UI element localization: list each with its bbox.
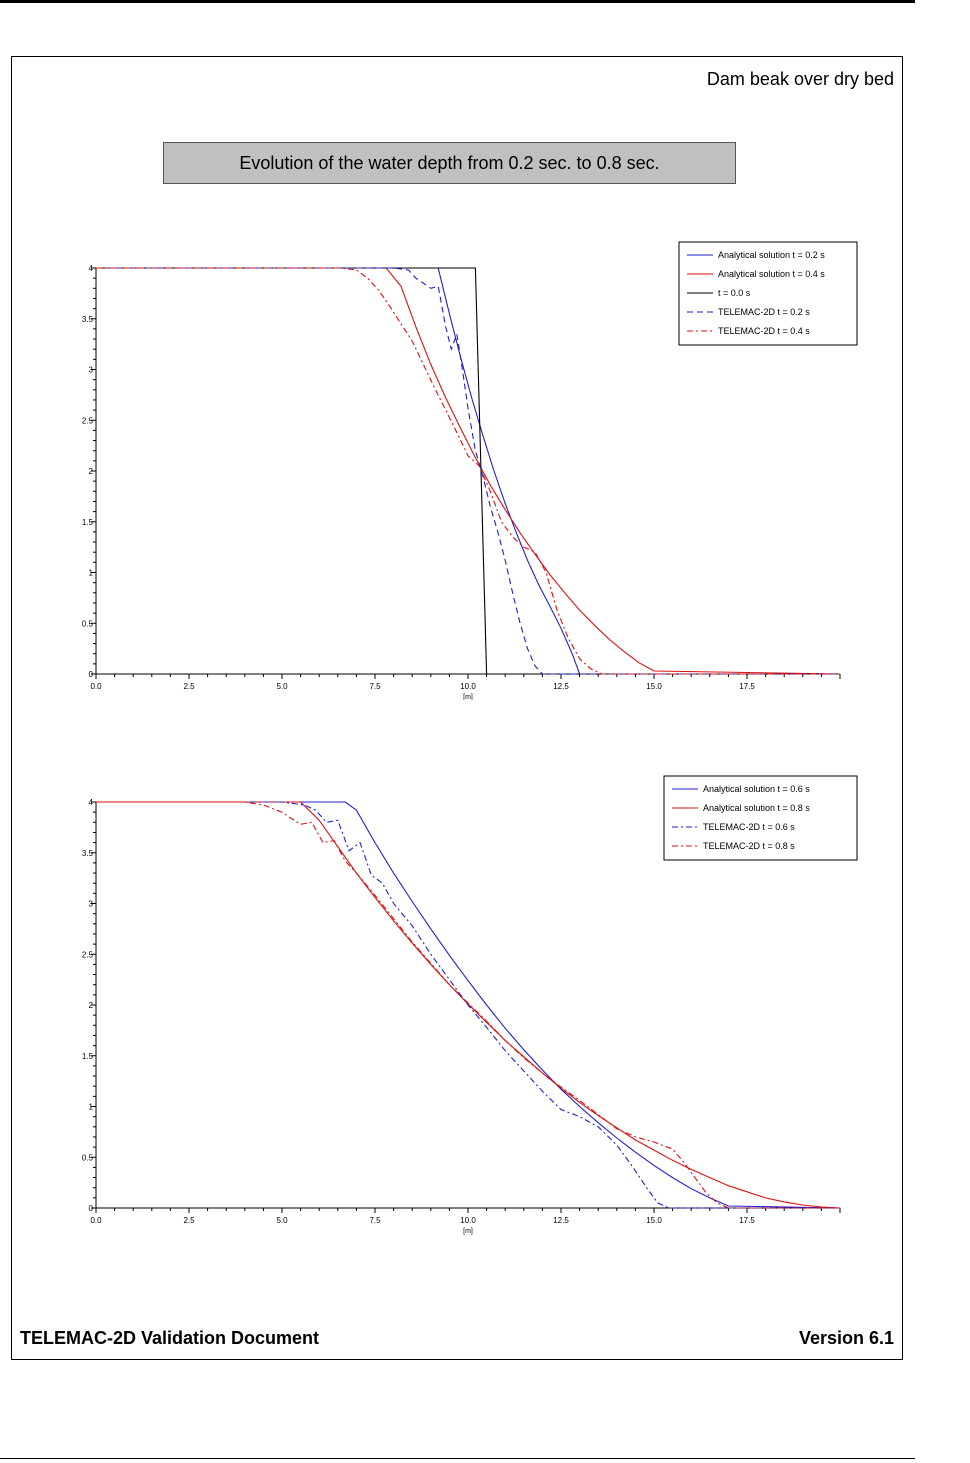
figure-frame: Dam beak over dry bed Evolution of the w…	[11, 56, 903, 1360]
y-tick-label: 1.5	[82, 518, 94, 527]
legend-label: TELEMAC-2D t = 0.2 s	[718, 307, 810, 317]
y-tick-label: 0	[89, 1204, 94, 1213]
y-tick-label: 3.5	[82, 315, 94, 324]
chart-top: 0.0 2.5 5.0 7.5 10.0 12.5 15.0 17.5 [m] 0 0.5 1 1.5 2…	[82, 241, 858, 700]
legend-label: TELEMAC-2D t = 0.6 s	[703, 822, 795, 832]
y-tick-label: 1	[89, 1103, 94, 1112]
legend-label: TELEMAC-2D t = 0.8 s	[703, 841, 795, 851]
legend-label: TELEMAC-2D t = 0.4 s	[718, 326, 810, 336]
x-tick-label: 15.0	[646, 1216, 662, 1225]
x-tick-label: 7.5	[369, 682, 381, 691]
legend-label: Analytical solution t = 0.2 s	[718, 250, 825, 260]
y-tick-label: 0.5	[82, 1153, 94, 1162]
series-line-2	[96, 267, 841, 675]
x-tick-label: 0.0	[90, 1216, 102, 1225]
x-tick-label: 7.5	[369, 1216, 381, 1225]
y-tick-label: 0	[89, 670, 94, 679]
series-line-2	[96, 801, 841, 1209]
x-tick-label: 10.0	[460, 1216, 476, 1225]
legend-label: Analytical solution t = 0.6 s	[703, 784, 810, 794]
series-line-5	[96, 267, 840, 675]
x-tick-label: 2.5	[183, 1216, 195, 1225]
y-tick-label: 2	[89, 1001, 94, 1010]
series-line-4	[96, 801, 840, 1209]
y-tick-label: 0.5	[82, 619, 94, 628]
y-tick-label: 2.5	[82, 950, 94, 959]
x-tick-label: 2.5	[183, 682, 195, 691]
x-tick-label: 12.5	[553, 682, 569, 691]
series-line-4	[96, 267, 840, 675]
x-tick-label: 15.0	[646, 682, 662, 691]
x-axis-label: [m]	[463, 1228, 473, 1235]
y-tick-label: 1.5	[82, 1052, 94, 1061]
footer-rule	[0, 1458, 915, 1459]
y-tick-label: 3	[89, 900, 94, 909]
figure-banner: Evolution of the water depth from 0.2 se…	[163, 142, 736, 184]
series-line-1	[96, 801, 841, 1209]
y-tick-label: 1	[89, 569, 94, 578]
x-tick-label: 10.0	[460, 682, 476, 691]
x-tick-label: 5.0	[276, 682, 288, 691]
header-rule	[0, 0, 915, 3]
legend-label: Analytical solution t = 0.4 s	[718, 269, 825, 279]
x-tick-label: 0.0	[90, 682, 102, 691]
y-tick-label: 4	[89, 798, 94, 807]
y-tick-label: 2.5	[82, 416, 94, 425]
x-tick-label: 12.5	[553, 1216, 569, 1225]
x-tick-label: 5.0	[276, 1216, 288, 1225]
footer-document-name: TELEMAC-2D Validation Document	[20, 1328, 320, 1348]
document-title: Dam beak over dry bed	[706, 69, 894, 89]
footer-version: Version 6.1	[798, 1328, 894, 1348]
y-tick-label: 4	[89, 264, 94, 273]
legend-label: Analytical solution t = 0.8 s	[703, 803, 810, 813]
series-line-3	[96, 801, 840, 1209]
legend-label: t = 0.0 s	[718, 288, 751, 298]
x-axis-label: [m]	[463, 694, 473, 700]
x-tick-label: 17.5	[739, 1216, 755, 1225]
y-tick-label: 3	[89, 366, 94, 375]
y-tick-label: 2	[89, 467, 94, 476]
x-tick-label: 17.5	[739, 682, 755, 691]
chart-bottom: 0.0 2.5 5.0 7.5 10.0 12.5 15.0 17.5 [m] 0 0.5 1 1.5 2…	[82, 775, 858, 1235]
y-tick-label: 3.5	[82, 849, 94, 858]
